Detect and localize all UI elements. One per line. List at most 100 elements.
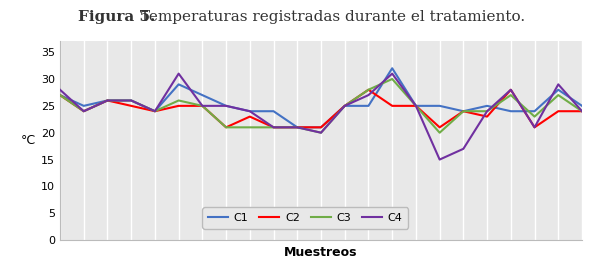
C1 [507,110,514,113]
C2 [412,104,419,108]
C3 [175,99,182,102]
C2 [199,104,206,108]
Text: Temperaturas registradas durante el tratamiento.: Temperaturas registradas durante el trat… [135,10,525,23]
C3 [128,99,135,102]
C2 [56,94,64,97]
C4 [293,126,301,129]
C2 [531,126,538,129]
Line: C4: C4 [60,74,582,160]
C3 [389,77,396,81]
C2 [365,88,372,91]
C2 [389,104,396,108]
C1 [128,99,135,102]
C4 [199,104,206,108]
C2 [293,126,301,129]
C1 [578,104,586,108]
C1 [199,94,206,97]
C3 [293,126,301,129]
C1 [412,104,419,108]
C1 [151,110,158,113]
C3 [460,110,467,113]
C1 [484,104,491,108]
C4 [104,99,111,102]
C2 [436,126,443,129]
C4 [80,110,88,113]
C1 [293,126,301,129]
C4 [412,104,419,108]
C3 [531,115,538,118]
Y-axis label: °C: °C [21,134,36,147]
C1 [223,104,230,108]
C2 [460,110,467,113]
C1 [389,67,396,70]
C3 [484,110,491,113]
C4 [56,88,64,91]
C3 [412,104,419,108]
C3 [56,94,64,97]
C2 [270,126,277,129]
C4 [578,110,586,113]
C1 [554,88,562,91]
C1 [246,110,253,113]
C1 [175,83,182,86]
C2 [578,110,586,113]
C4 [151,110,158,113]
C4 [317,131,325,134]
C4 [128,99,135,102]
C4 [484,110,491,113]
C4 [341,104,349,108]
C3 [199,104,206,108]
C1 [80,104,88,108]
C2 [246,115,253,118]
Line: C2: C2 [60,90,582,127]
C2 [128,104,135,108]
C3 [317,131,325,134]
C2 [317,126,325,129]
C4 [554,83,562,86]
C4 [436,158,443,161]
C2 [484,115,491,118]
C3 [578,110,586,113]
C4 [389,72,396,75]
C3 [270,126,277,129]
Line: C1: C1 [60,68,582,127]
C4 [531,126,538,129]
C2 [223,126,230,129]
C2 [341,104,349,108]
C3 [151,110,158,113]
C3 [104,99,111,102]
C1 [460,110,467,113]
C4 [365,94,372,97]
C3 [436,131,443,134]
C1 [531,110,538,113]
C2 [554,110,562,113]
C4 [223,104,230,108]
C1 [317,126,325,129]
Text: Figura 5.: Figura 5. [78,10,155,23]
Line: C3: C3 [60,79,582,133]
C1 [436,104,443,108]
Legend: C1, C2, C3, C4: C1, C2, C3, C4 [202,208,408,229]
C4 [270,126,277,129]
C4 [460,147,467,150]
C3 [341,104,349,108]
C2 [80,110,88,113]
C3 [365,88,372,91]
C3 [246,126,253,129]
C1 [365,104,372,108]
C3 [554,94,562,97]
C2 [507,88,514,91]
C4 [246,110,253,113]
C1 [270,110,277,113]
C2 [151,110,158,113]
C2 [104,99,111,102]
C3 [223,126,230,129]
C3 [80,110,88,113]
C3 [507,94,514,97]
X-axis label: Muestreos: Muestreos [284,246,358,259]
C4 [507,88,514,91]
C1 [341,104,349,108]
C1 [56,94,64,97]
C2 [175,104,182,108]
C1 [104,99,111,102]
